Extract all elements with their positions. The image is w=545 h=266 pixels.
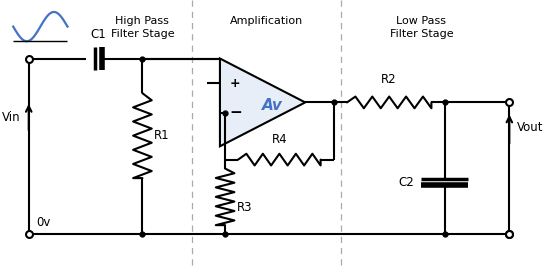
- Polygon shape: [220, 59, 305, 146]
- Text: −: −: [229, 105, 242, 120]
- Text: +: +: [229, 77, 240, 90]
- Text: C2: C2: [398, 176, 414, 189]
- Text: Vin: Vin: [2, 111, 21, 123]
- Text: R1: R1: [154, 129, 169, 142]
- Text: Vout: Vout: [517, 121, 543, 134]
- Text: Low Pass
Filter Stage: Low Pass Filter Stage: [390, 16, 453, 39]
- Text: Av: Av: [263, 98, 283, 113]
- Text: High Pass
Filter Stage: High Pass Filter Stage: [111, 16, 174, 39]
- Text: Amplification: Amplification: [230, 16, 303, 26]
- Text: R4: R4: [271, 133, 287, 146]
- Text: R3: R3: [237, 201, 252, 214]
- Text: R2: R2: [382, 73, 397, 86]
- Text: 0v: 0v: [37, 216, 51, 229]
- Text: C1: C1: [90, 28, 106, 41]
